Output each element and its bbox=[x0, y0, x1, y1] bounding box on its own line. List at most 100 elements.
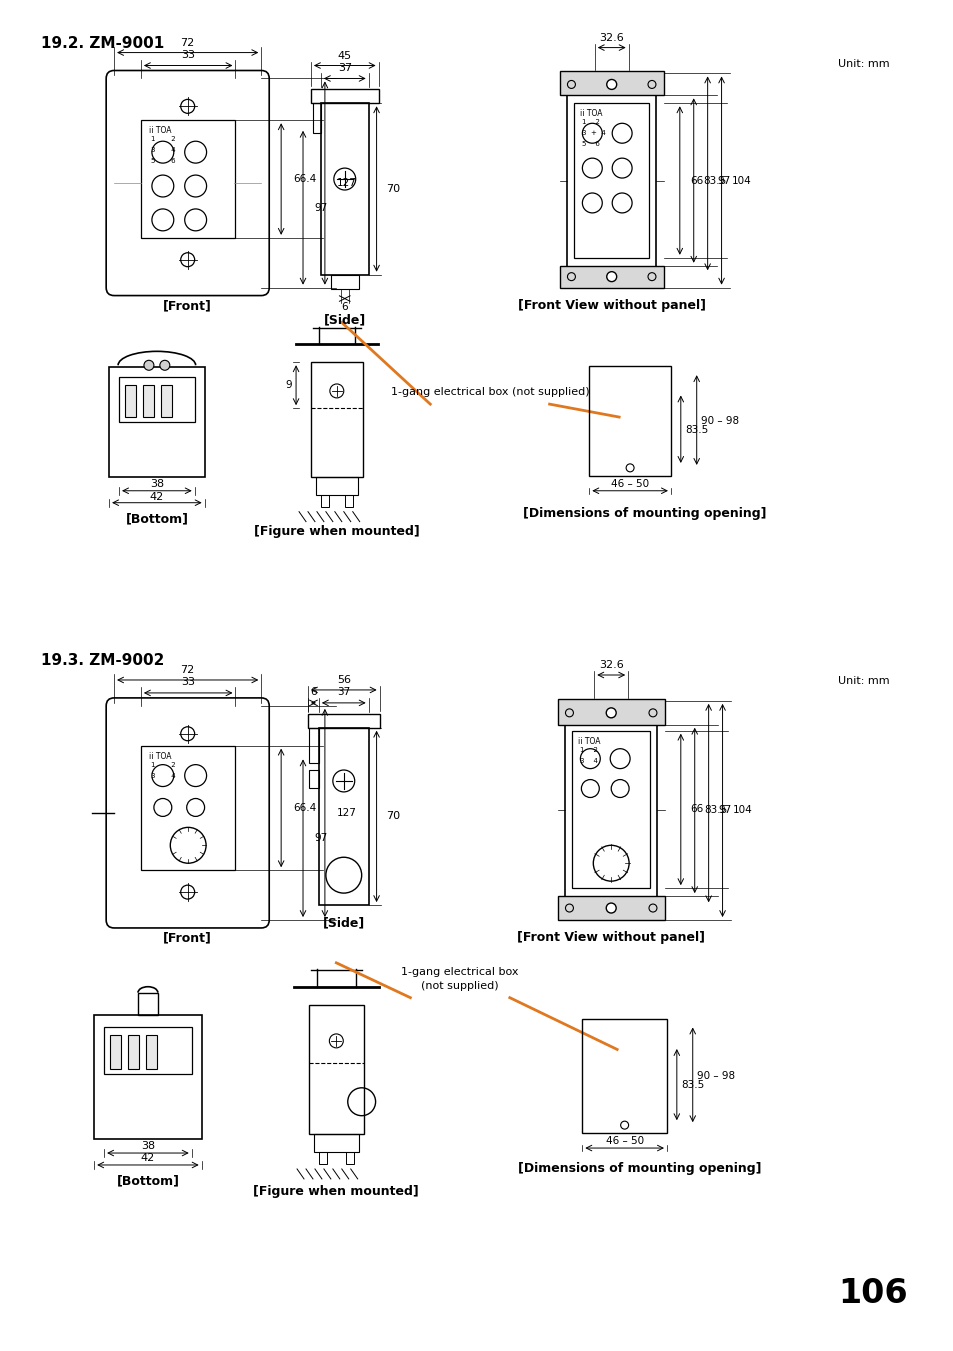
Text: 66.4: 66.4 bbox=[293, 174, 316, 184]
Text: 83.5: 83.5 bbox=[680, 1079, 703, 1090]
Bar bbox=[315, 477, 357, 494]
Bar bbox=[572, 731, 649, 888]
Text: 1    2: 1 2 bbox=[581, 119, 599, 126]
Circle shape bbox=[606, 272, 616, 281]
Text: 5       6: 5 6 bbox=[151, 158, 175, 163]
Text: 70: 70 bbox=[386, 812, 400, 821]
Text: 32.6: 32.6 bbox=[598, 32, 623, 43]
Text: 3       4: 3 4 bbox=[151, 147, 175, 153]
Bar bbox=[161, 385, 172, 417]
Bar bbox=[567, 73, 656, 288]
Text: 42: 42 bbox=[141, 1152, 155, 1163]
Bar bbox=[318, 1152, 327, 1165]
Bar bbox=[344, 494, 353, 507]
Bar bbox=[141, 746, 235, 870]
Text: 90 – 98: 90 – 98 bbox=[700, 416, 738, 426]
Text: 3    4: 3 4 bbox=[579, 758, 598, 763]
Circle shape bbox=[605, 708, 616, 717]
Bar bbox=[146, 1035, 156, 1070]
Text: 106: 106 bbox=[837, 1278, 906, 1310]
Text: [Side]: [Side] bbox=[322, 916, 365, 929]
Bar bbox=[318, 728, 368, 905]
Text: 127: 127 bbox=[336, 178, 356, 188]
Text: 97: 97 bbox=[718, 805, 731, 816]
Text: 1-gang electrical box (not supplied): 1-gang electrical box (not supplied) bbox=[390, 388, 589, 397]
Text: 19.3. ZM-9002: 19.3. ZM-9002 bbox=[41, 653, 164, 669]
Text: 19.2. ZM-9001: 19.2. ZM-9001 bbox=[41, 35, 164, 50]
Text: (not supplied): (not supplied) bbox=[421, 981, 498, 990]
Text: 1    2: 1 2 bbox=[579, 747, 598, 753]
Text: 90 – 98: 90 – 98 bbox=[696, 1071, 734, 1081]
Text: 46 – 50: 46 – 50 bbox=[605, 1136, 643, 1146]
Circle shape bbox=[605, 902, 616, 913]
Bar bbox=[557, 896, 664, 920]
Bar bbox=[309, 1005, 363, 1133]
Bar bbox=[589, 366, 670, 476]
Text: 33: 33 bbox=[181, 50, 195, 59]
Text: 72: 72 bbox=[180, 665, 194, 676]
Text: 5    6: 5 6 bbox=[581, 142, 599, 147]
Text: Unit: mm: Unit: mm bbox=[837, 676, 888, 686]
Text: 83.5: 83.5 bbox=[684, 424, 707, 435]
Bar bbox=[311, 89, 378, 104]
Bar bbox=[581, 1019, 666, 1133]
Bar bbox=[308, 713, 379, 728]
Text: 42: 42 bbox=[150, 492, 164, 501]
Text: 97: 97 bbox=[717, 176, 730, 185]
Text: 72: 72 bbox=[180, 38, 194, 47]
Bar bbox=[558, 266, 663, 288]
Bar bbox=[119, 377, 194, 422]
Text: 104: 104 bbox=[731, 176, 750, 185]
Bar bbox=[143, 385, 153, 417]
Text: [Dimensions of mounting opening]: [Dimensions of mounting opening] bbox=[517, 1162, 760, 1175]
Bar bbox=[331, 274, 358, 289]
Text: [Bottom]: [Bottom] bbox=[125, 512, 188, 526]
Text: 127: 127 bbox=[336, 808, 356, 817]
Text: 38: 38 bbox=[141, 1142, 154, 1151]
Text: [Figure when mounted]: [Figure when mounted] bbox=[253, 526, 419, 538]
Text: 97: 97 bbox=[314, 834, 327, 843]
Text: [Bottom]: [Bottom] bbox=[116, 1174, 179, 1188]
Text: ii TOA: ii TOA bbox=[149, 126, 172, 135]
Text: 70: 70 bbox=[386, 184, 400, 195]
Text: ii TOA: ii TOA bbox=[578, 736, 600, 746]
Text: 33: 33 bbox=[181, 677, 195, 686]
Circle shape bbox=[144, 361, 153, 370]
Text: 66: 66 bbox=[689, 176, 702, 185]
Text: [Figure when mounted]: [Figure when mounted] bbox=[253, 1185, 418, 1198]
Text: 9: 9 bbox=[286, 380, 293, 390]
Bar bbox=[558, 72, 663, 96]
Bar bbox=[574, 104, 648, 258]
Text: 6: 6 bbox=[341, 301, 348, 312]
Bar bbox=[309, 770, 318, 788]
Text: 66.4: 66.4 bbox=[293, 802, 316, 813]
Bar bbox=[309, 728, 318, 763]
Bar bbox=[313, 104, 320, 134]
Bar bbox=[125, 385, 136, 417]
Bar bbox=[138, 993, 157, 1015]
Text: 38: 38 bbox=[150, 478, 164, 489]
Text: 32.6: 32.6 bbox=[598, 661, 623, 670]
Text: 97: 97 bbox=[314, 203, 327, 212]
Text: 1-gang electrical box: 1-gang electrical box bbox=[401, 967, 518, 977]
Text: 3  +  4: 3 + 4 bbox=[581, 130, 605, 136]
Text: [Front]: [Front] bbox=[163, 299, 212, 312]
Bar bbox=[110, 1035, 121, 1070]
Text: [Front View without panel]: [Front View without panel] bbox=[517, 299, 705, 312]
Bar bbox=[94, 1015, 201, 1139]
Text: 56: 56 bbox=[336, 676, 351, 685]
Bar bbox=[141, 120, 235, 238]
Text: 37: 37 bbox=[336, 686, 350, 697]
Text: [Front View without panel]: [Front View without panel] bbox=[517, 931, 704, 944]
Text: 66: 66 bbox=[690, 804, 703, 815]
Bar bbox=[565, 701, 657, 920]
Text: 104: 104 bbox=[732, 805, 752, 816]
Bar bbox=[128, 1035, 139, 1070]
Bar bbox=[320, 494, 329, 507]
Text: [Dimensions of mounting opening]: [Dimensions of mounting opening] bbox=[522, 507, 766, 520]
Bar bbox=[314, 1133, 358, 1152]
Bar bbox=[345, 1152, 354, 1165]
Text: Unit: mm: Unit: mm bbox=[837, 58, 888, 69]
Bar bbox=[109, 367, 204, 477]
Text: 46 – 50: 46 – 50 bbox=[611, 478, 648, 489]
